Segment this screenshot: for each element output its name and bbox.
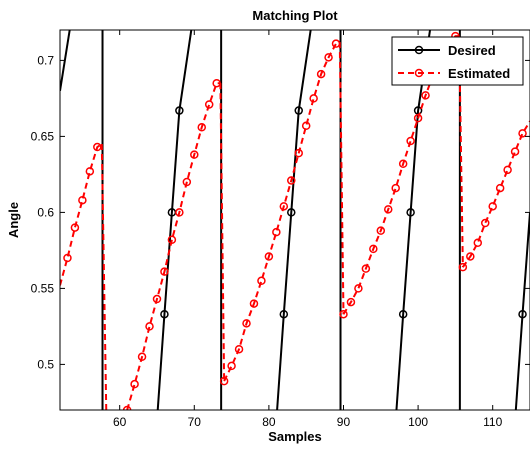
estimated-marker-52 xyxy=(473,238,483,248)
estimated-marker-14 xyxy=(190,150,199,159)
estimated-marker-36 xyxy=(354,284,363,293)
estimated-marker-5 xyxy=(122,405,132,410)
legend-desired-label: Desired xyxy=(448,43,496,58)
estimated-marker-50 xyxy=(458,262,468,272)
plot-frame xyxy=(59,29,530,411)
estimated-marker-0 xyxy=(63,253,72,263)
estimated-marker-57 xyxy=(510,147,520,156)
estimated-marker-33 xyxy=(331,39,341,48)
estimated-marker-24 xyxy=(264,252,274,261)
estimated-line-segment-4 xyxy=(223,41,341,382)
legend-estimated-label: Estimated xyxy=(448,66,510,81)
estimated-marker-15 xyxy=(197,123,206,132)
estimated-marker-1 xyxy=(70,223,80,232)
estimated-line-segment-1 xyxy=(100,143,108,410)
x-tick-label-4: 100 xyxy=(408,415,428,429)
estimated-line-segment-8 xyxy=(462,120,530,268)
estimated-marker-18 xyxy=(219,376,229,386)
y-tick-label-4: 0.7 xyxy=(37,53,54,67)
desired-marker-5 xyxy=(294,106,303,115)
estimated-marker-42 xyxy=(398,159,408,169)
estimated-line-segment-0 xyxy=(60,143,103,286)
estimated-marker-32 xyxy=(324,53,333,62)
plot-area xyxy=(60,30,530,410)
estimated-marker-8 xyxy=(145,322,154,331)
estimated-marker-34 xyxy=(339,309,348,319)
desired-marker-0 xyxy=(160,309,169,319)
desired-line-segment-8 xyxy=(514,212,530,410)
estimated-marker-23 xyxy=(257,276,266,286)
desired-marker-3 xyxy=(279,309,289,319)
estimated-marker-53 xyxy=(480,218,490,228)
estimated-marker-35 xyxy=(346,297,356,307)
estimated-marker-31 xyxy=(316,69,326,79)
desired-marker-9 xyxy=(518,309,527,319)
estimated-marker-10 xyxy=(160,267,169,276)
estimated-marker-29 xyxy=(301,121,311,131)
desired-line-segment-2 xyxy=(156,30,193,410)
chart-title: Matching Plot xyxy=(252,8,338,23)
estimated-marker-13 xyxy=(182,177,192,187)
estimated-marker-56 xyxy=(503,165,512,175)
estimated-marker-58 xyxy=(518,129,527,138)
y-tick-label-1: 0.55 xyxy=(31,281,55,295)
estimated-marker-7 xyxy=(137,352,147,362)
estimated-line-segment-6 xyxy=(342,35,460,315)
estimated-marker-40 xyxy=(384,205,393,214)
estimated-marker-11 xyxy=(167,235,177,245)
estimated-marker-16 xyxy=(204,100,214,109)
y-tick-label-0: 0.5 xyxy=(37,357,54,371)
estimated-marker-30 xyxy=(309,94,318,103)
estimated-marker-27 xyxy=(287,176,296,185)
legend-box xyxy=(391,36,524,86)
estimated-marker-21 xyxy=(242,319,251,328)
desired-line-segment-4 xyxy=(276,30,312,410)
y-tick-label-2: 0.6 xyxy=(37,205,54,219)
estimated-line-segment-7 xyxy=(458,36,464,268)
desired-marker-7 xyxy=(406,208,415,217)
x-axis-label: Samples xyxy=(268,429,321,444)
estimated-marker-22 xyxy=(249,299,259,308)
desired-marker-2 xyxy=(175,106,184,115)
estimated-marker-39 xyxy=(376,226,386,235)
y-axis-label: Angle xyxy=(6,202,21,238)
x-tick-label-1: 70 xyxy=(188,415,202,429)
estimated-marker-9 xyxy=(152,294,162,304)
legend: Desired Estimated xyxy=(391,36,524,86)
estimated-marker-43 xyxy=(406,136,415,146)
estimated-marker-6 xyxy=(130,379,139,389)
legend-desired-marker xyxy=(414,45,424,55)
legend-estimated-marker xyxy=(414,68,424,78)
estimated-marker-38 xyxy=(369,244,378,254)
series-layer xyxy=(60,30,530,410)
desired-marker-4 xyxy=(287,208,296,217)
estimated-marker-55 xyxy=(495,183,505,193)
estimated-marker-19 xyxy=(227,361,236,371)
x-tick-label-2: 80 xyxy=(262,415,276,429)
estimated-marker-44 xyxy=(413,113,423,123)
estimated-marker-12 xyxy=(175,208,184,217)
estimated-marker-2 xyxy=(78,195,87,205)
estimated-marker-20 xyxy=(234,344,244,354)
x-tick-label-5: 110 xyxy=(483,415,502,429)
estimated-marker-4 xyxy=(93,142,102,152)
estimated-marker-26 xyxy=(279,202,289,211)
estimated-line-segment-5 xyxy=(338,42,345,315)
y-tick-label-3: 0.65 xyxy=(31,129,55,143)
x-tick-label-3: 90 xyxy=(337,415,351,429)
estimated-marker-25 xyxy=(272,227,281,237)
estimated-marker-51 xyxy=(466,252,475,261)
estimated-marker-17 xyxy=(212,78,221,88)
estimated-marker-45 xyxy=(421,91,430,100)
estimated-marker-41 xyxy=(391,183,400,193)
estimated-marker-28 xyxy=(294,148,303,158)
desired-marker-6 xyxy=(398,309,408,319)
x-tick-label-0: 60 xyxy=(113,415,127,429)
estimated-marker-54 xyxy=(488,202,497,211)
estimated-marker-3 xyxy=(85,167,95,176)
estimated-marker-37 xyxy=(361,264,371,273)
ticks-layer: 60 70 80 90 100 110 0.5 0.55 0.6 0.65 0.7 xyxy=(31,30,530,429)
